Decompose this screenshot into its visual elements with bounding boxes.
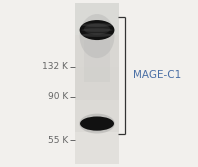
FancyBboxPatch shape (75, 3, 119, 164)
Ellipse shape (81, 33, 113, 37)
FancyBboxPatch shape (75, 67, 119, 100)
Ellipse shape (80, 117, 114, 131)
FancyBboxPatch shape (75, 132, 119, 164)
Text: 55 K: 55 K (48, 136, 68, 145)
Text: 132 K: 132 K (42, 62, 68, 71)
FancyBboxPatch shape (75, 3, 119, 35)
Ellipse shape (80, 14, 114, 58)
Ellipse shape (79, 114, 115, 134)
Ellipse shape (81, 28, 113, 32)
Text: 90 K: 90 K (48, 92, 68, 101)
FancyBboxPatch shape (84, 40, 110, 82)
Text: MAGE-C1: MAGE-C1 (133, 70, 181, 80)
Ellipse shape (84, 24, 110, 35)
Ellipse shape (80, 20, 114, 40)
FancyBboxPatch shape (75, 35, 119, 67)
Ellipse shape (81, 23, 113, 27)
FancyBboxPatch shape (75, 100, 119, 132)
